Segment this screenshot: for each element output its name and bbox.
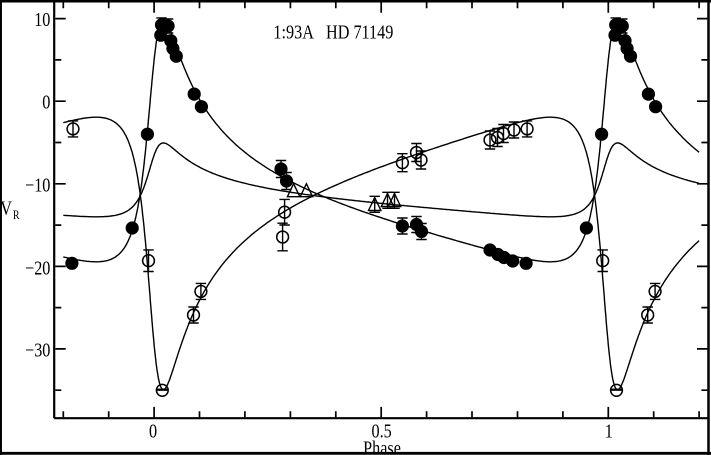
- svg-text:0: 0: [42, 91, 50, 113]
- svg-text:Phase: Phase: [363, 437, 401, 455]
- svg-text:0.5: 0.5: [371, 420, 391, 442]
- svg-text:−20: −20: [25, 257, 50, 279]
- svg-text:R: R: [13, 209, 20, 222]
- svg-text:1: 1: [605, 420, 613, 442]
- svg-text:V: V: [0, 197, 12, 219]
- svg-text:10: 10: [34, 9, 50, 31]
- svg-text:−10: −10: [25, 174, 50, 196]
- svg-text:−30: −30: [25, 339, 50, 361]
- svg-text:1:93A HD 71149: 1:93A HD 71149: [273, 21, 393, 43]
- svg-text:0: 0: [149, 420, 157, 442]
